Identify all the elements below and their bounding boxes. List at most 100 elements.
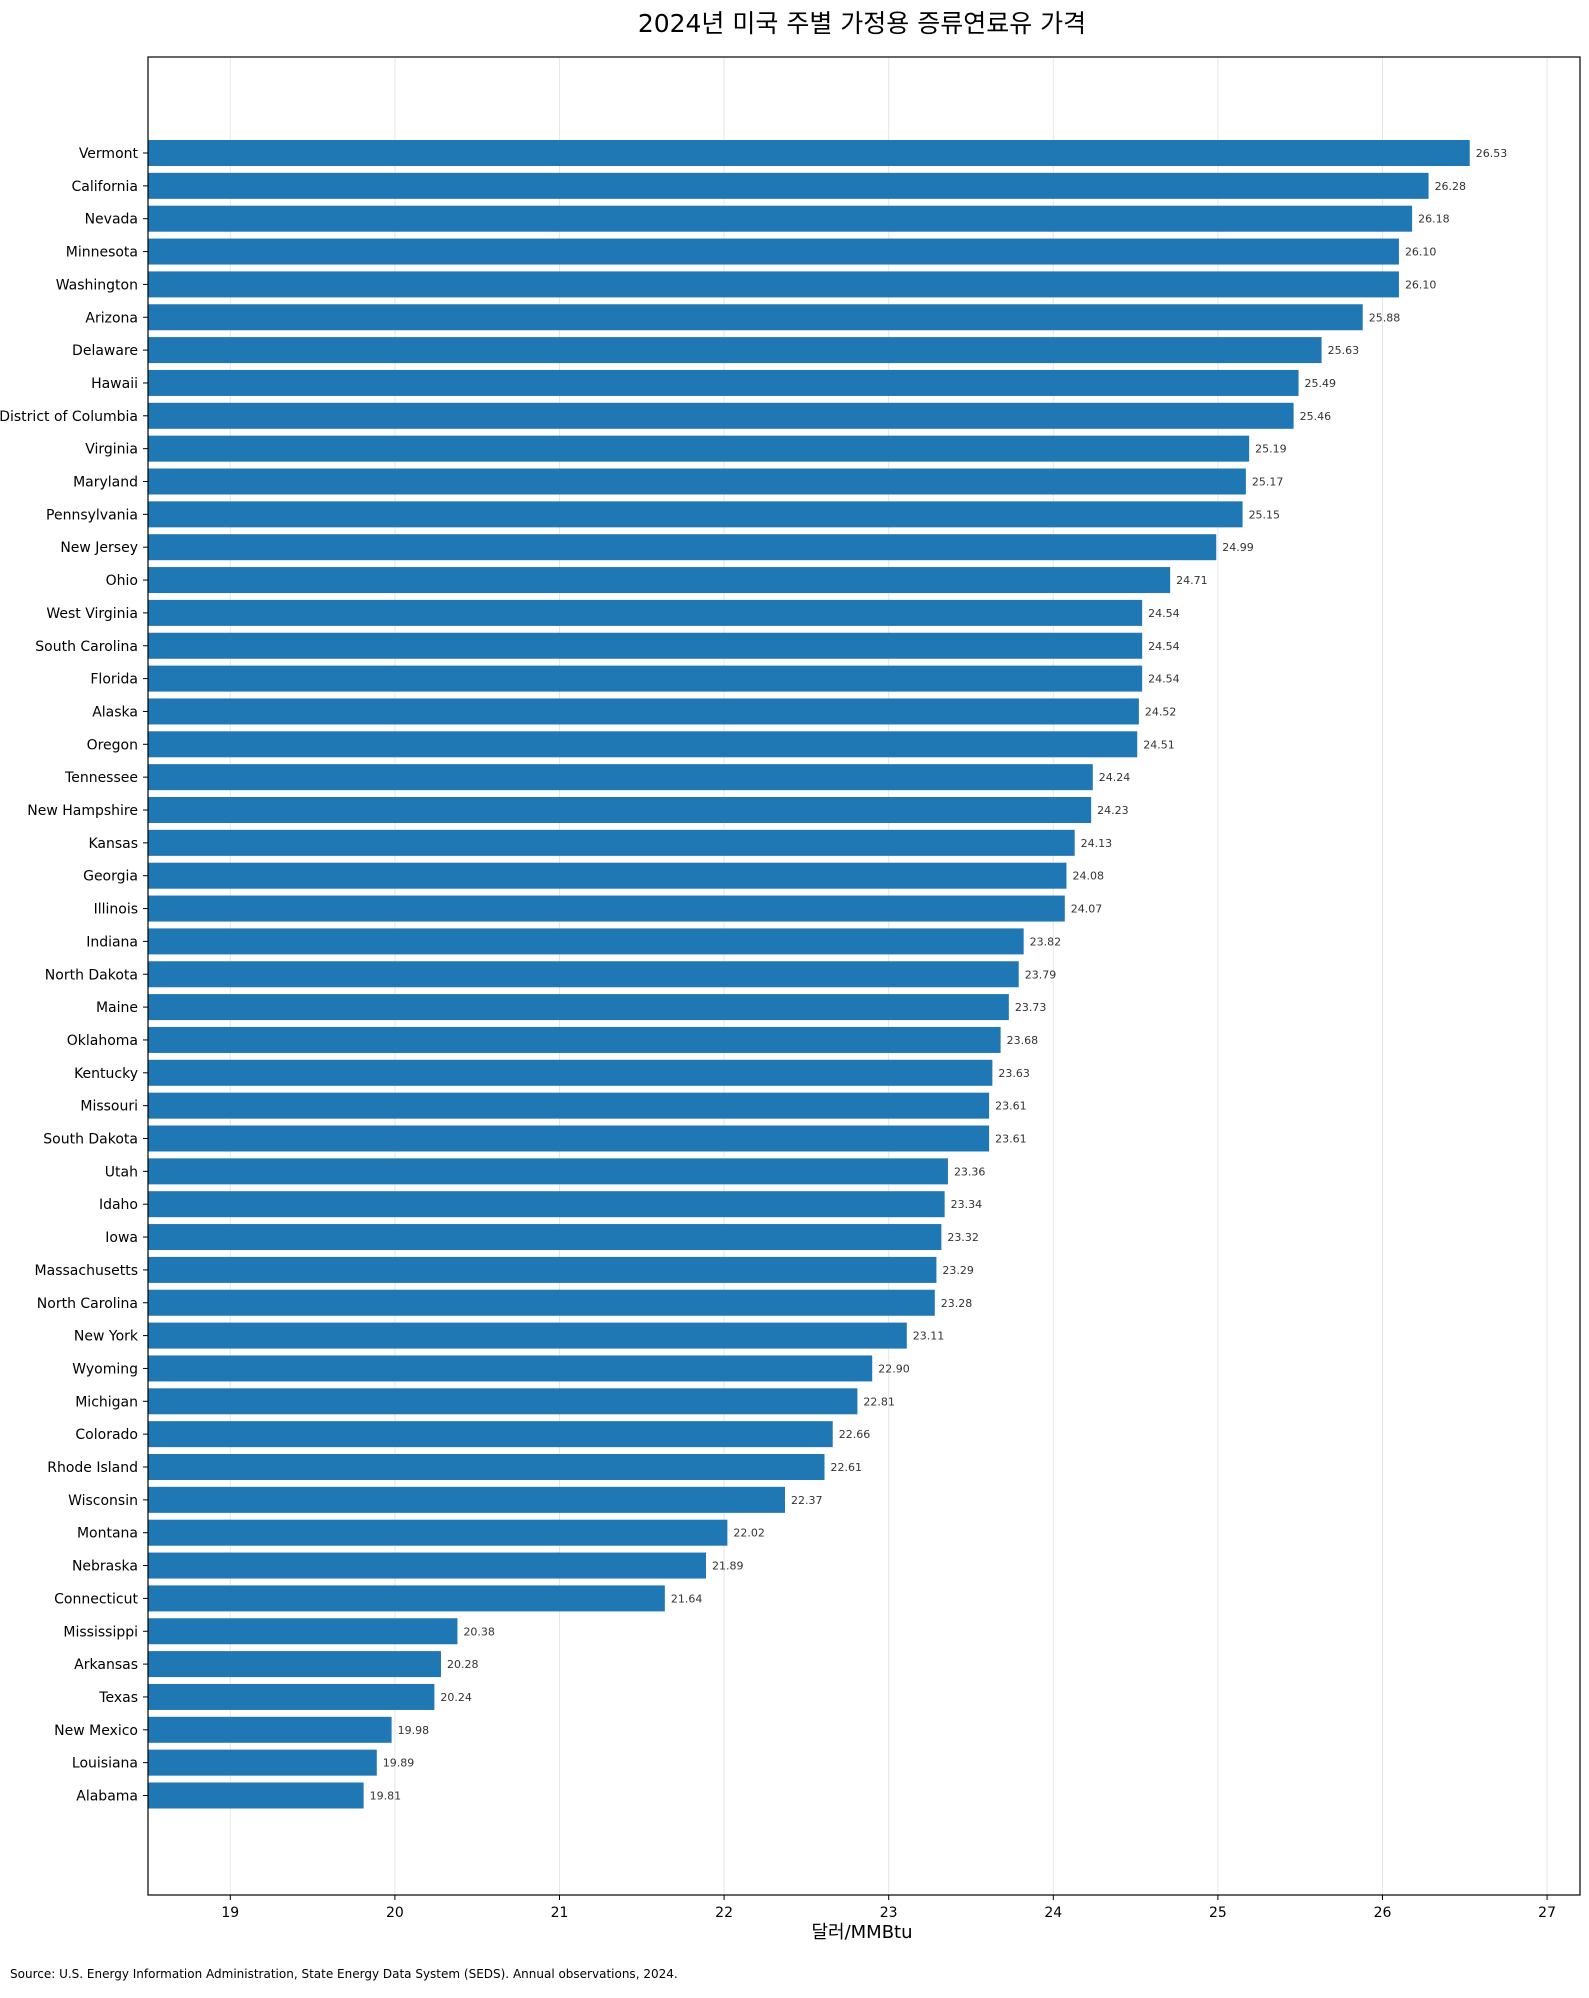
y-tick-label: Pennsylvania xyxy=(46,507,138,523)
bar-value-label: 24.51 xyxy=(1143,738,1175,751)
y-tick-label: Florida xyxy=(90,672,138,688)
y-tick-label: Arkansas xyxy=(74,1657,138,1673)
bar xyxy=(148,468,1246,495)
bar xyxy=(148,1782,364,1809)
bar xyxy=(148,1552,706,1579)
x-tick-label: 27 xyxy=(1538,1905,1556,1921)
y-tick-label: Michigan xyxy=(75,1394,138,1410)
bar-value-label: 23.28 xyxy=(941,1297,973,1310)
bar xyxy=(148,599,1143,626)
bar xyxy=(148,1618,458,1645)
y-tick-label: South Dakota xyxy=(43,1132,138,1148)
bar xyxy=(148,1486,785,1513)
bar-value-label: 26.53 xyxy=(1476,147,1508,160)
bar-value-label: 25.15 xyxy=(1249,508,1281,521)
bar xyxy=(148,928,1024,955)
bar-value-label: 23.34 xyxy=(951,1198,983,1211)
bar xyxy=(148,1355,873,1382)
bar xyxy=(148,435,1250,462)
y-tick-label: District of Columbia xyxy=(0,409,138,425)
y-tick-label: Wyoming xyxy=(72,1361,138,1377)
bar xyxy=(148,369,1299,396)
y-tick-label: Tennessee xyxy=(64,770,138,786)
y-tick-label: Connecticut xyxy=(54,1591,138,1607)
bar xyxy=(148,1158,948,1185)
y-tick-label: Washington xyxy=(56,277,138,293)
bar-value-label: 23.73 xyxy=(1015,1001,1047,1014)
y-tick-label: Kansas xyxy=(88,836,138,852)
bar xyxy=(148,1388,858,1415)
bar xyxy=(148,402,1294,429)
bar-value-label: 25.88 xyxy=(1369,311,1401,324)
y-tick-label: Wisconsin xyxy=(68,1493,138,1509)
bar-value-label: 24.13 xyxy=(1081,837,1113,850)
y-tick-label: Arizona xyxy=(85,310,138,326)
bar-value-label: 24.54 xyxy=(1148,673,1180,686)
bar-value-label: 25.17 xyxy=(1252,476,1284,489)
bar xyxy=(148,1125,990,1152)
y-tick-label: Massachusetts xyxy=(35,1263,138,1279)
bar-value-label: 20.38 xyxy=(463,1625,495,1638)
bar-value-label: 20.24 xyxy=(440,1691,472,1704)
y-tick-label: New Hampshire xyxy=(27,803,138,819)
x-tick-label: 20 xyxy=(386,1905,404,1921)
bar-value-label: 23.29 xyxy=(942,1264,974,1277)
y-tick-label: Kentucky xyxy=(74,1066,138,1082)
bar xyxy=(148,731,1138,758)
y-tick-label: Idaho xyxy=(99,1197,138,1213)
bar xyxy=(148,829,1075,856)
y-tick-label: Ohio xyxy=(106,573,138,589)
y-tick-label: New Mexico xyxy=(54,1723,138,1739)
bar-value-label: 24.54 xyxy=(1148,607,1180,620)
bar xyxy=(148,140,1470,166)
bar-value-label: 23.82 xyxy=(1030,935,1062,948)
y-tick-label: Maine xyxy=(96,1000,138,1016)
bar xyxy=(148,797,1092,823)
bar xyxy=(148,567,1171,594)
bar-value-label: 24.23 xyxy=(1097,804,1129,817)
bar-value-label: 23.79 xyxy=(1025,968,1057,981)
bar-value-label: 22.66 xyxy=(839,1428,871,1441)
bar xyxy=(148,1322,907,1349)
y-tick-label: Missouri xyxy=(80,1099,138,1115)
x-tick-label: 26 xyxy=(1374,1905,1392,1921)
bars: 26.53 26.28 26.18 26.10 26.10 25.88 25.63 25.49… xyxy=(148,140,1507,1809)
x-tick-label: 25 xyxy=(1209,1905,1227,1921)
bar xyxy=(148,698,1139,725)
bar xyxy=(148,238,1399,265)
bar xyxy=(148,764,1093,791)
bar-value-label: 25.19 xyxy=(1255,443,1287,456)
bar-value-label: 23.61 xyxy=(995,1133,1027,1146)
source-note: Source: U.S. Energy Information Administ… xyxy=(10,1967,678,1981)
bar xyxy=(148,1519,728,1546)
bar-value-label: 23.68 xyxy=(1007,1034,1039,1047)
bar-value-label: 23.61 xyxy=(995,1100,1027,1113)
bar xyxy=(148,271,1399,298)
bar xyxy=(148,961,1019,988)
bar-value-label: 23.11 xyxy=(913,1330,945,1343)
bar-value-label: 23.32 xyxy=(947,1231,979,1244)
bar-value-label: 26.10 xyxy=(1405,278,1437,291)
y-tick-label: Oklahoma xyxy=(67,1033,138,1049)
y-tick-label: Alaska xyxy=(92,704,138,720)
y-tick-label: Hawaii xyxy=(91,376,138,392)
y-tick-label: South Carolina xyxy=(35,639,138,655)
y-tick-label: Alabama xyxy=(76,1789,138,1805)
y-tick-label: Montana xyxy=(77,1526,138,1542)
bar-value-label: 24.07 xyxy=(1071,903,1103,916)
bar xyxy=(148,1224,942,1251)
y-tick-label: Iowa xyxy=(105,1230,138,1246)
y-tick-label: Texas xyxy=(98,1690,138,1706)
bar-value-label: 23.63 xyxy=(998,1067,1030,1080)
bar-value-label: 26.18 xyxy=(1418,213,1450,226)
bar-value-label: 24.54 xyxy=(1148,640,1180,653)
bar xyxy=(148,337,1322,364)
bar-value-label: 24.24 xyxy=(1099,771,1131,784)
bar-value-label: 21.64 xyxy=(671,1592,703,1605)
bar xyxy=(148,1454,825,1480)
y-tick-label: Virginia xyxy=(85,442,138,458)
y-tick-label: Maryland xyxy=(73,475,138,491)
bar xyxy=(148,994,1009,1021)
bar xyxy=(148,1749,377,1776)
bar-value-label: 21.89 xyxy=(712,1560,744,1573)
